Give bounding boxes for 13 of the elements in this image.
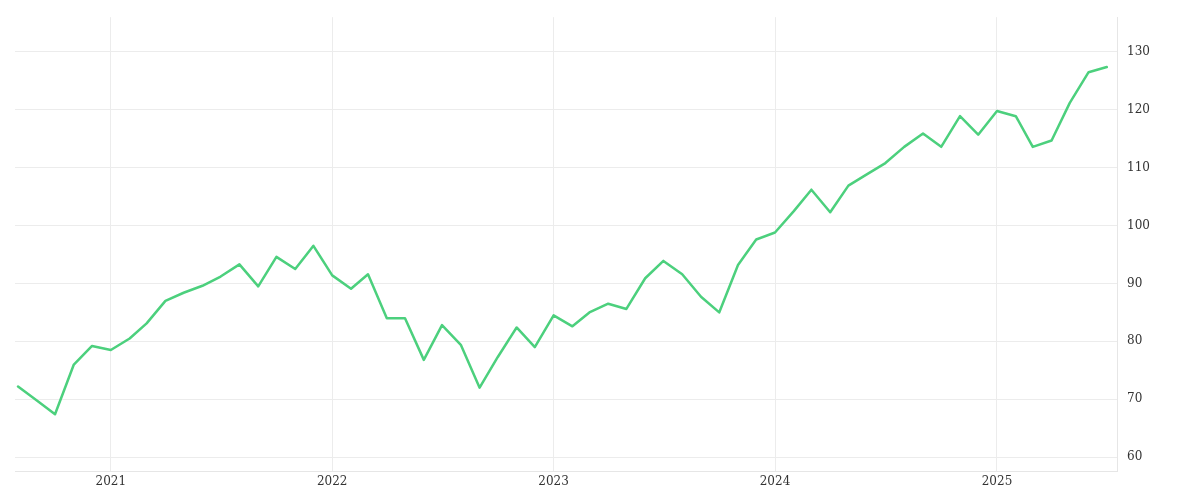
y-tick-label: 60	[1127, 449, 1143, 464]
y-tick-label: 120	[1127, 101, 1150, 116]
x-tick-label: 2025	[981, 473, 1013, 488]
y-tick-label: 90	[1127, 275, 1143, 290]
y-tick-label: 80	[1127, 333, 1143, 348]
y-tick-label: 70	[1127, 391, 1143, 406]
x-tick-label: 2021	[95, 473, 127, 488]
x-tick-label: 2024	[759, 473, 791, 488]
x-tick-label: 2022	[316, 473, 348, 488]
y-tick-label: 130	[1127, 44, 1150, 59]
x-tick-label: 2023	[538, 473, 569, 488]
y-tick-label: 110	[1127, 159, 1150, 174]
y-tick-label: 100	[1127, 217, 1150, 232]
